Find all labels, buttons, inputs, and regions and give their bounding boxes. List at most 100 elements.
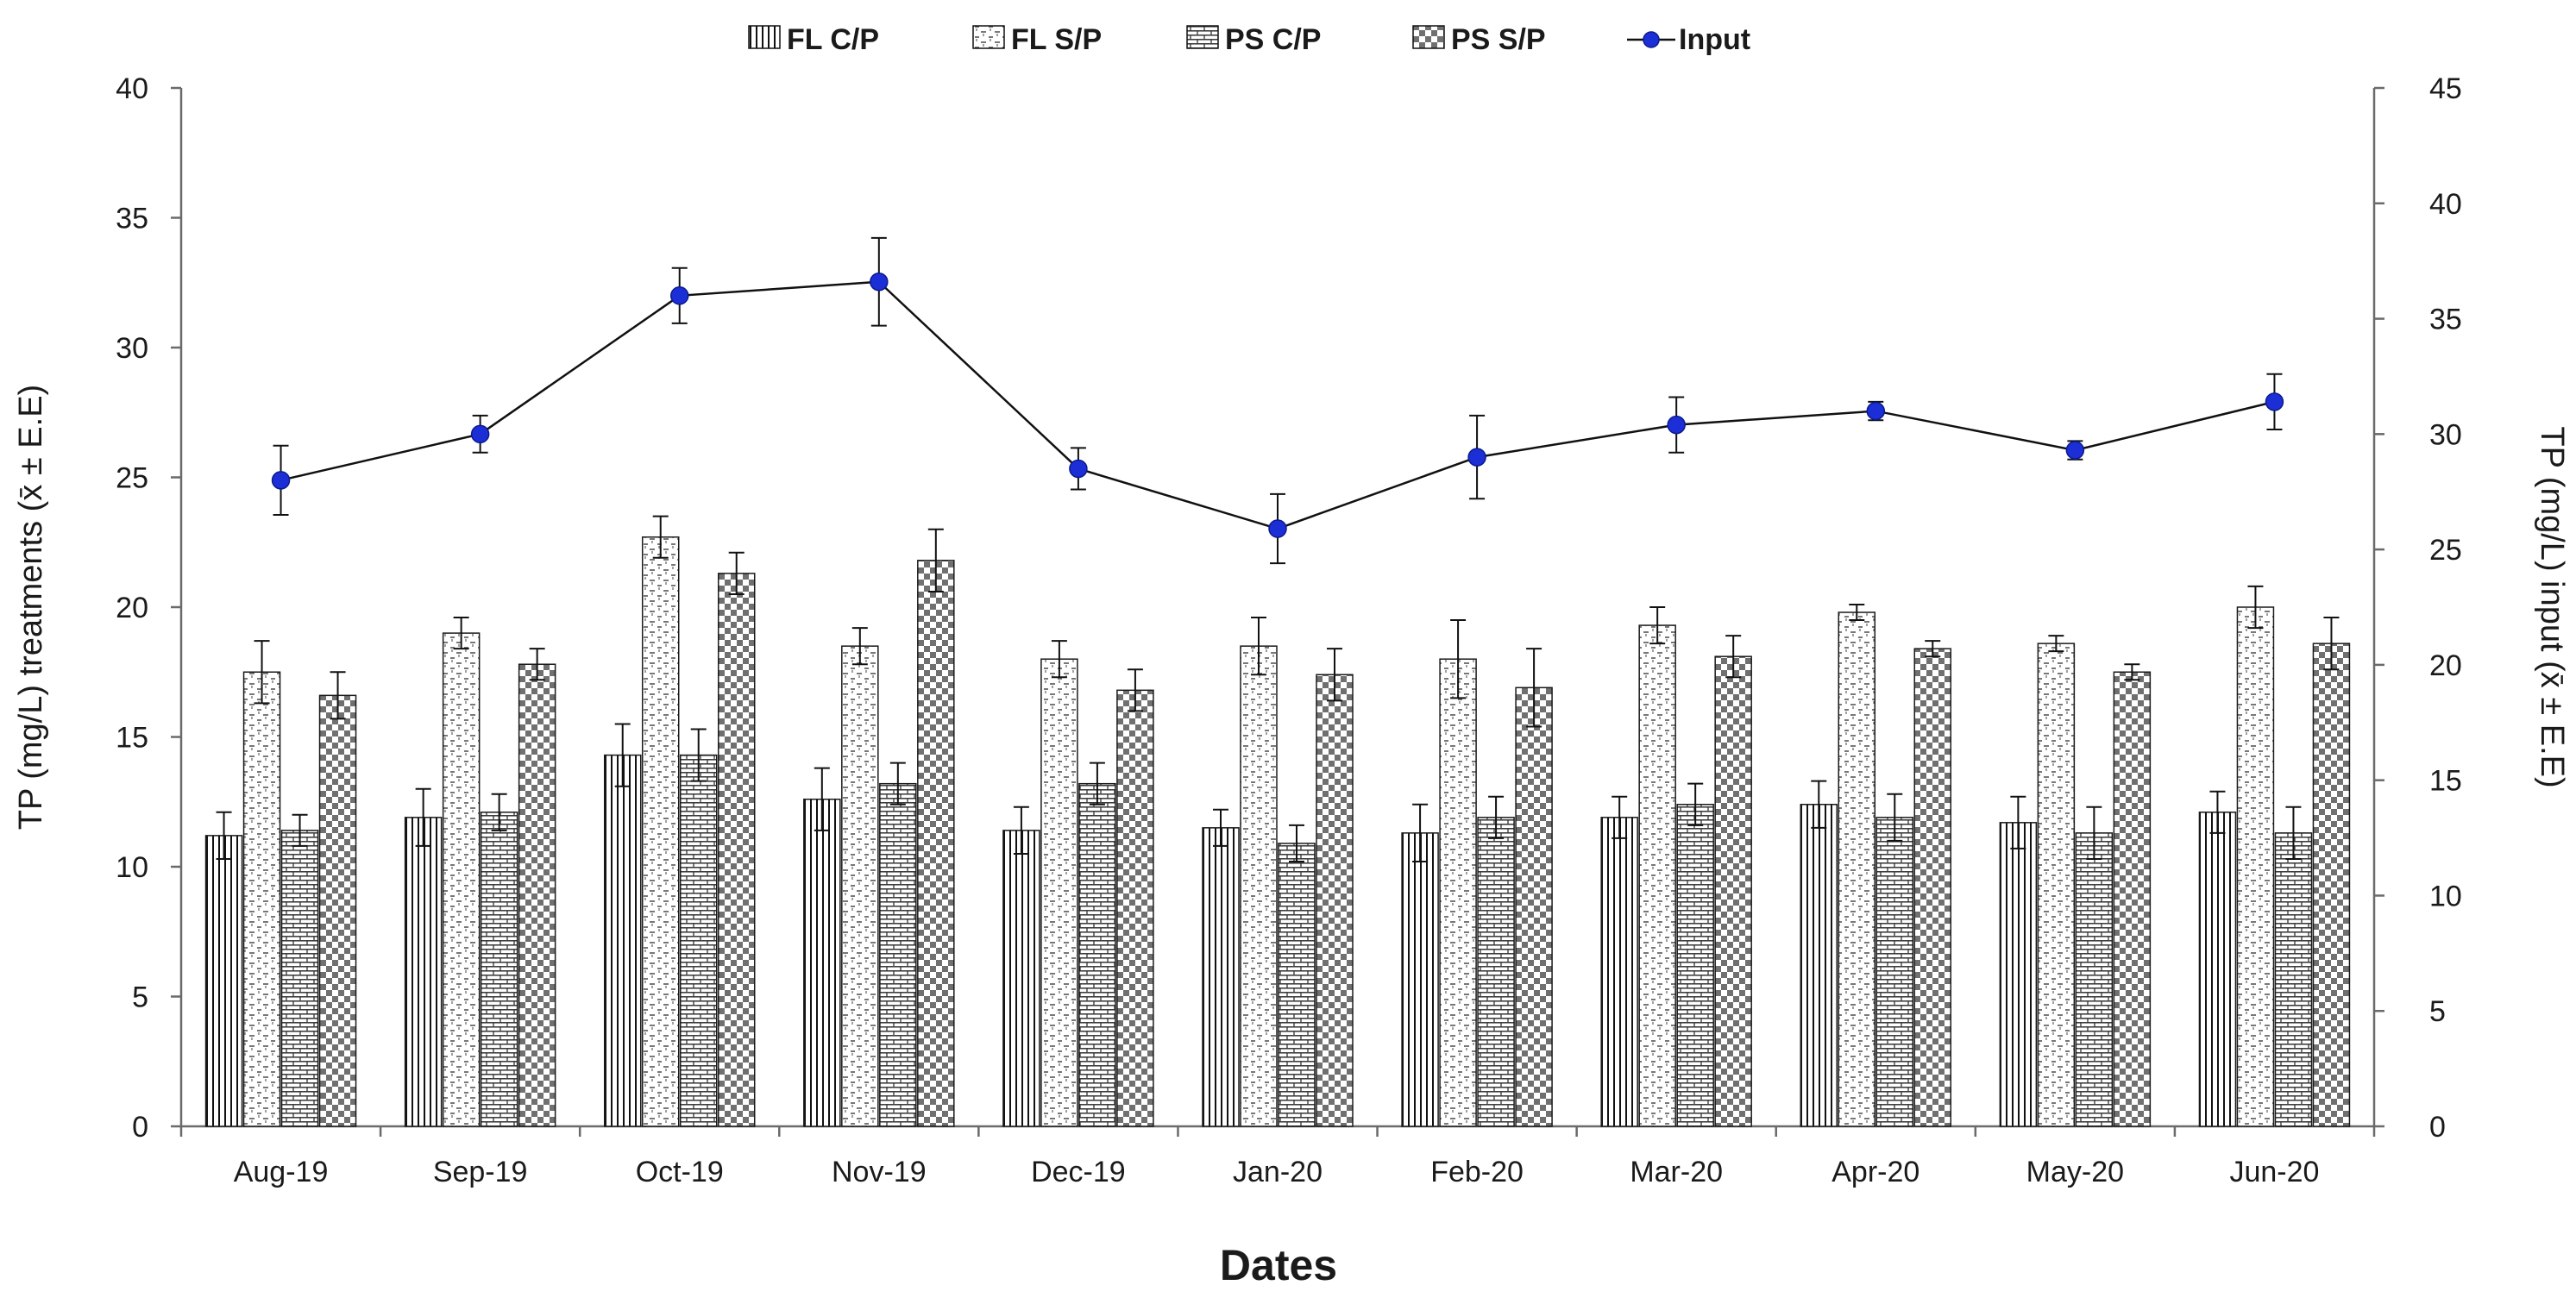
bar <box>1676 804 1714 1127</box>
left-y-tick-label: 25 <box>116 462 148 495</box>
right-y-ticks: 0 5 10 15 20 25 30 35 40 45 <box>2374 72 2462 1144</box>
bar <box>803 798 841 1127</box>
bar <box>518 663 556 1127</box>
bar <box>2274 832 2313 1127</box>
right-y-tick-label: 35 <box>2429 304 2462 336</box>
input-point <box>470 424 490 444</box>
right-y-axis-title: TP (mg/L) input (x̄ ± E.E) <box>2534 426 2570 787</box>
bar <box>1202 827 1240 1127</box>
bar <box>2236 606 2275 1127</box>
right-y-tick-label: 20 <box>2429 649 2462 682</box>
bar <box>2312 643 2351 1127</box>
bars <box>204 515 2351 1127</box>
bar <box>318 694 357 1127</box>
bar <box>1875 817 1914 1127</box>
bar <box>1116 689 1154 1127</box>
legend-label-ps-sp: PS S/P <box>1451 23 1546 56</box>
bar <box>1600 817 1638 1127</box>
bar <box>1316 674 1354 1127</box>
x-tick-label: Oct-19 <box>636 1156 724 1188</box>
left-y-ticks: 0 5 10 15 20 25 30 35 40 <box>116 72 181 1144</box>
bar <box>1040 658 1078 1127</box>
bar <box>2037 643 2076 1127</box>
legend-label-input: Input <box>1679 23 1750 56</box>
legend-item-ps-sp: PS S/P <box>1412 23 1546 56</box>
bar <box>480 812 518 1127</box>
x-tick-label: Jun-20 <box>2229 1156 2319 1188</box>
left-y-tick-label: 20 <box>116 592 148 624</box>
x-tick-label: Sep-19 <box>433 1156 528 1188</box>
x-ticks: Aug-19 Sep-19 Oct-19 Nov-19 Dec-19 Jan-20 Feb-… <box>179 1126 2376 1188</box>
x-tick-label: Jan-20 <box>1233 1156 1323 1188</box>
bar <box>1401 832 1439 1127</box>
x-tick-label: Aug-19 <box>234 1156 329 1188</box>
input-point <box>1467 448 1486 467</box>
bar <box>641 536 680 1127</box>
x-tick-label: Feb-20 <box>1430 1156 1524 1188</box>
left-y-tick-label: 10 <box>116 851 148 884</box>
bar <box>841 645 879 1127</box>
bar <box>1638 624 1676 1127</box>
bar <box>1913 648 1952 1127</box>
bar <box>717 573 756 1127</box>
x-tick-label: Nov-19 <box>832 1156 927 1188</box>
legend-label-fl-cp: FL C/P <box>787 23 879 56</box>
bar <box>1278 843 1316 1127</box>
bar <box>404 817 443 1127</box>
bar <box>280 830 319 1127</box>
bar <box>679 754 718 1127</box>
left-y-tick-label: 5 <box>132 981 148 1014</box>
bar <box>917 560 955 1127</box>
bar <box>1078 782 1116 1127</box>
right-y-tick-label: 25 <box>2429 534 2462 567</box>
right-y-tick-label: 5 <box>2429 995 2446 1028</box>
input-point <box>669 286 689 305</box>
input-point <box>271 471 291 490</box>
right-y-tick-label: 45 <box>2429 72 2462 105</box>
bar <box>2113 671 2152 1127</box>
input-point <box>1667 415 1686 435</box>
input-point <box>1069 459 1088 479</box>
left-y-tick-label: 15 <box>116 722 148 755</box>
x-tick-label: Mar-20 <box>1630 1156 1723 1188</box>
legend-item-fl-cp: FL C/P <box>748 23 879 56</box>
bar <box>879 782 917 1127</box>
bar <box>2075 832 2114 1127</box>
input-point <box>1866 401 1886 421</box>
legend-item-ps-cp: PS C/P <box>1186 23 1321 56</box>
right-y-tick-label: 40 <box>2429 188 2462 221</box>
legend-label-ps-cp: PS C/P <box>1225 23 1321 56</box>
input-line <box>280 280 2275 530</box>
bar <box>442 632 481 1127</box>
x-axis-title: Dates <box>1220 1241 1337 1289</box>
right-y-tick-label: 30 <box>2429 418 2462 451</box>
left-y-tick-label: 40 <box>116 72 148 105</box>
bar <box>1999 822 2038 1127</box>
left-y-tick-label: 35 <box>116 203 148 235</box>
bar <box>1515 686 1553 1127</box>
legend-item-input: Input <box>1627 23 1750 56</box>
bar <box>1714 655 1752 1127</box>
legend-item-fl-sp: FL S/P <box>972 23 1102 56</box>
input-point <box>2265 392 2284 411</box>
right-y-tick-label: 10 <box>2429 880 2462 912</box>
bar <box>1800 804 1838 1127</box>
left-y-tick-label: 30 <box>116 332 148 365</box>
legend-label-fl-sp: FL S/P <box>1011 23 1102 56</box>
bar <box>1240 645 1278 1127</box>
x-tick-label: May-20 <box>2026 1156 2124 1188</box>
bar <box>242 671 281 1127</box>
legend: FL C/P FL S/P PS C/P PS S/P Input <box>748 23 1750 56</box>
left-y-axis-title: TP (mg/L) treatments (x̄ ± E.E) <box>13 385 49 830</box>
bar <box>204 835 243 1127</box>
right-y-tick-label: 15 <box>2429 765 2462 798</box>
bar <box>1477 817 1515 1127</box>
left-y-tick-label: 0 <box>132 1111 148 1144</box>
bar <box>1439 658 1477 1127</box>
right-y-tick-label: 0 <box>2429 1111 2446 1144</box>
x-tick-label: Dec-19 <box>1031 1156 1126 1188</box>
bar <box>1838 611 1876 1127</box>
input-point <box>2065 441 2085 460</box>
bar <box>2198 812 2237 1127</box>
